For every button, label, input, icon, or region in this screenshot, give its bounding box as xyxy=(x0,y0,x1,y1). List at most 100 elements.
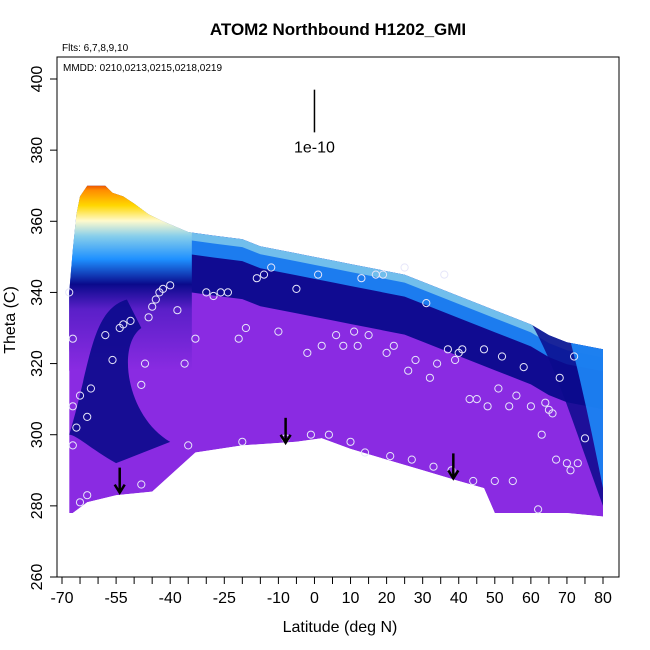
sample-point xyxy=(72,423,81,432)
sample-point xyxy=(173,306,182,315)
sample-point xyxy=(378,270,388,279)
x-tick-label: -40 xyxy=(159,590,182,607)
sample-point xyxy=(303,348,312,357)
x-axis: -70 -55 -40 -25 -10 0 10 20 30 40 50 60 70 80 xyxy=(50,577,612,607)
sample-point xyxy=(407,455,416,464)
arrow-head xyxy=(279,434,292,446)
sample-point xyxy=(75,498,85,507)
sample-point xyxy=(306,430,315,439)
sample-point xyxy=(425,373,434,382)
x-tick-label: 20 xyxy=(378,590,396,607)
arrows-layer xyxy=(113,417,460,495)
sample-point xyxy=(552,455,561,464)
y-axis-label: Theta (C) xyxy=(2,286,19,354)
x-tick-label: -55 xyxy=(105,590,128,607)
chart-title: ATOM2 Northbound H1202_GMI xyxy=(210,20,466,39)
sample-point xyxy=(259,270,269,279)
scale-bar-label: 1e-10 xyxy=(294,139,335,156)
sample-point xyxy=(526,402,536,411)
sample-point xyxy=(580,434,590,443)
sample-point xyxy=(357,274,366,283)
sample-point xyxy=(519,363,528,372)
sample-point xyxy=(573,459,582,468)
scale-bar: 1e-10 xyxy=(294,89,335,156)
sample-point xyxy=(148,302,157,311)
sample-point xyxy=(411,355,420,365)
sample-point xyxy=(443,345,452,354)
sample-point xyxy=(346,437,355,446)
sample-point xyxy=(274,327,283,336)
sample-point xyxy=(83,491,92,500)
sample-point xyxy=(68,441,77,450)
x-tick-label: 40 xyxy=(450,590,468,607)
y-tick-label: 280 xyxy=(29,492,46,519)
x-tick-label: 10 xyxy=(342,590,360,607)
sample-point xyxy=(555,373,564,382)
sample-point xyxy=(180,359,189,368)
sample-point xyxy=(108,355,117,365)
sample-point xyxy=(570,352,579,361)
sample-point xyxy=(332,331,341,340)
sample-point xyxy=(494,384,503,393)
sample-point xyxy=(144,313,153,322)
x-tick-label: -25 xyxy=(213,590,236,607)
sample-point xyxy=(472,395,481,404)
sample-point xyxy=(537,430,546,439)
upper-blue-band xyxy=(69,185,603,372)
x-tick-label: 30 xyxy=(414,590,432,607)
field-clipped-group xyxy=(69,185,603,517)
x-tick-label: 80 xyxy=(594,590,612,607)
dates-label: MMDD: 0210,0213,0215,0218,0219 xyxy=(63,63,222,74)
sample-point xyxy=(234,334,243,343)
sample-point xyxy=(433,359,442,368)
sample-point xyxy=(83,412,92,421)
arrow-head xyxy=(113,483,126,495)
y-tick-label: 400 xyxy=(29,66,46,93)
sample-point xyxy=(158,284,168,293)
sample-point xyxy=(184,441,193,450)
x-tick-label: 70 xyxy=(558,590,576,607)
sample-point xyxy=(137,480,146,489)
sample-point xyxy=(68,402,77,411)
sample-point xyxy=(364,331,373,340)
x-tick-label: 0 xyxy=(310,590,319,607)
x-tick-label: -70 xyxy=(50,590,73,607)
sample-point xyxy=(505,402,514,411)
sample-point xyxy=(360,448,370,457)
sample-point xyxy=(483,402,492,411)
x-axis-label: Latitude (deg N) xyxy=(283,619,398,636)
field-layer xyxy=(69,185,603,517)
sample-point xyxy=(324,430,333,439)
sample-point xyxy=(350,327,359,336)
sample-point xyxy=(490,476,499,486)
sample-point xyxy=(86,384,96,393)
south-vortex-edge xyxy=(69,299,171,464)
sample-point xyxy=(469,476,478,486)
sample-point xyxy=(534,505,543,514)
sample-point xyxy=(422,299,431,308)
y-tick-label: 340 xyxy=(29,279,46,306)
sample-point xyxy=(512,391,521,400)
sample-point xyxy=(314,270,323,279)
y-tick-label: 300 xyxy=(29,421,46,448)
sample-point xyxy=(209,291,218,301)
plot-frame xyxy=(56,56,620,578)
sample-point xyxy=(400,263,409,272)
sample-point xyxy=(566,466,575,475)
sample-point xyxy=(317,341,326,350)
sample-point xyxy=(451,355,460,365)
sample-point xyxy=(404,366,413,375)
sample-point xyxy=(238,437,247,446)
sample-point xyxy=(137,380,146,389)
sample-point xyxy=(126,316,135,325)
sample-point xyxy=(386,452,395,461)
sample-point xyxy=(223,288,232,297)
x-tick-label: -10 xyxy=(267,590,290,607)
sample-point xyxy=(140,359,150,368)
x-tick-label: 50 xyxy=(486,590,504,607)
sample-point xyxy=(101,331,110,340)
sample-point xyxy=(479,345,489,354)
sample-point xyxy=(241,323,250,333)
sample-point xyxy=(292,284,301,293)
y-tick-label: 360 xyxy=(29,208,46,235)
